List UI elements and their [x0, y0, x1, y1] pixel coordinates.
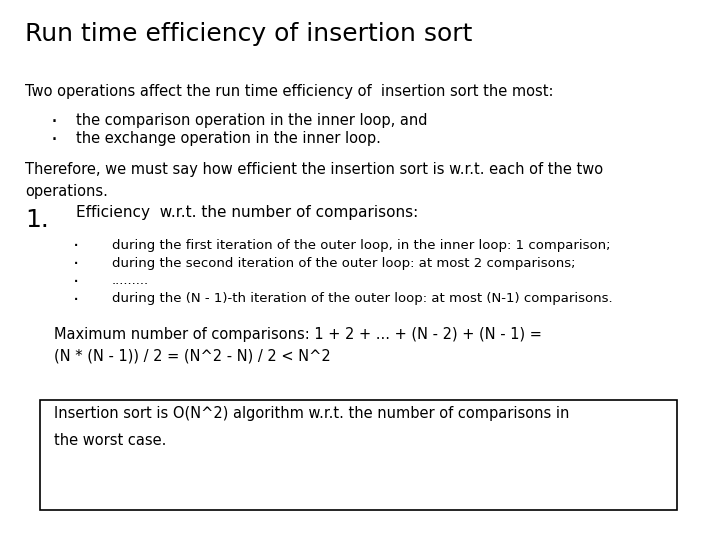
Text: during the first iteration of the outer loop, in the inner loop: 1 comparison;: during the first iteration of the outer … — [112, 239, 610, 252]
Text: ·: · — [73, 255, 78, 274]
Text: during the second iteration of the outer loop: at most 2 comparisons;: during the second iteration of the outer… — [112, 256, 575, 269]
Text: the comparison operation in the inner loop, and: the comparison operation in the inner lo… — [76, 113, 427, 129]
Text: ·: · — [50, 112, 58, 132]
Text: 1.: 1. — [25, 208, 49, 232]
Text: Run time efficiency of insertion sort: Run time efficiency of insertion sort — [25, 22, 472, 45]
Text: ·: · — [73, 237, 78, 256]
Text: .........: ......... — [112, 274, 149, 287]
Text: Maximum number of comparisons: 1 + 2 + ... + (N - 2) + (N - 1) =
(N * (N - 1)) /: Maximum number of comparisons: 1 + 2 + .… — [54, 327, 542, 364]
Text: the exchange operation in the inner loop.: the exchange operation in the inner loop… — [76, 131, 380, 146]
Text: Two operations affect the run time efficiency of  insertion sort the most:: Two operations affect the run time effic… — [25, 84, 554, 99]
Text: Therefore, we must say how efficient the insertion sort is w.r.t. each of the tw: Therefore, we must say how efficient the… — [25, 162, 603, 199]
Text: Efficiency  w.r.t. the number of comparisons:: Efficiency w.r.t. the number of comparis… — [76, 205, 418, 220]
Text: ·: · — [50, 130, 58, 150]
Text: ·: · — [73, 291, 78, 309]
FancyBboxPatch shape — [40, 400, 677, 510]
Text: ·: · — [73, 273, 78, 292]
Text: during the (N - 1)-th iteration of the outer loop: at most (N-1) comparisons.: during the (N - 1)-th iteration of the o… — [112, 292, 612, 305]
Text: Insertion sort is O(N^2) algorithm w.r.t. the number of comparisons in
the worst: Insertion sort is O(N^2) algorithm w.r.t… — [54, 406, 570, 448]
